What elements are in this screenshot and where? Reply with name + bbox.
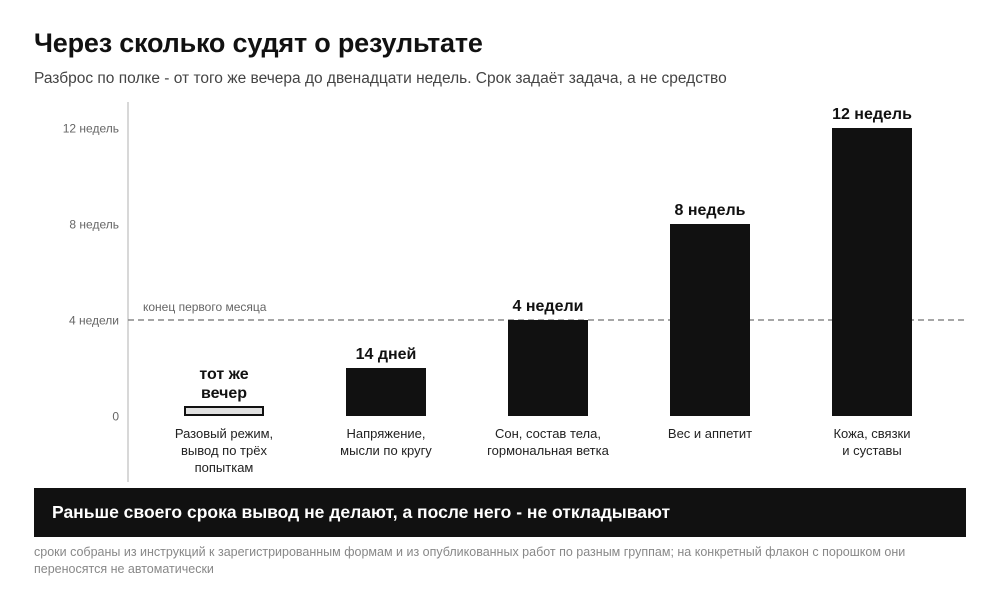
y-tick-label: 4 недели (69, 314, 119, 328)
y-tick-label: 8 недель (69, 218, 119, 232)
x-category-label-line: Разовый режим, (175, 426, 273, 441)
bar-value-label: 12 недель (832, 106, 912, 123)
reference-line-label: конец первого месяца (143, 300, 267, 314)
x-category-label-line: мысли по кругу (340, 443, 432, 458)
bar (184, 406, 264, 416)
bar-value-label: тот же вечер (199, 366, 248, 402)
bar-value-label-line: тот же (199, 366, 248, 383)
y-tick-label: 12 недель (63, 122, 119, 136)
bar-value-label-line: 4 недели (513, 298, 584, 315)
x-category-label-line: Напряжение, (347, 426, 426, 441)
chart-title: Через сколько судят о результате (34, 28, 483, 58)
bar-value-label-line: 12 недель (832, 106, 912, 123)
bar-value-label: 14 дней (356, 346, 417, 363)
bar-value-label-line: 14 дней (356, 346, 417, 363)
x-category-label-line: вывод по трёх (181, 443, 267, 458)
x-category-label-line: гормональная ветка (487, 443, 609, 458)
x-category-label-line: Вес и аппетит (668, 426, 752, 441)
bar (346, 368, 426, 416)
bar (832, 128, 912, 416)
x-category-label-line: попыткам (195, 460, 254, 475)
conclusion-banner: Раньше своего срока вывод не делают, а п… (34, 488, 966, 537)
banner-text: Раньше своего срока вывод не делают, а п… (52, 502, 671, 522)
x-category-label: Напряжение, мысли по кругу (340, 426, 432, 458)
bar-value-label-line: 8 недель (675, 202, 746, 219)
x-category-label-line: Кожа, связки (833, 426, 910, 441)
x-category-label: Разовый режим, вывод по трёх попыткам (175, 426, 273, 475)
bar-value-label: 4 недели (513, 298, 584, 315)
x-category-label: Сон, состав тела, гормональная ветка (487, 426, 609, 458)
chart-subtitle: Разброс по полке - от того же вечера до … (34, 70, 727, 87)
bar (670, 224, 750, 416)
y-tick-label: 0 (112, 410, 119, 424)
bar (508, 320, 588, 416)
source-footnote: сроки собраны из инструкций к зарегистри… (34, 545, 906, 576)
bar-value-label: 8 недель (675, 202, 746, 219)
x-category-label: Вес и аппетит (668, 426, 752, 441)
bar-value-label-line: вечер (201, 385, 247, 402)
x-category-label-line: и суставы (842, 443, 902, 458)
x-category-label: Кожа, связки и суставы (833, 426, 910, 458)
x-category-label-line: Сон, состав тела, (495, 426, 601, 441)
